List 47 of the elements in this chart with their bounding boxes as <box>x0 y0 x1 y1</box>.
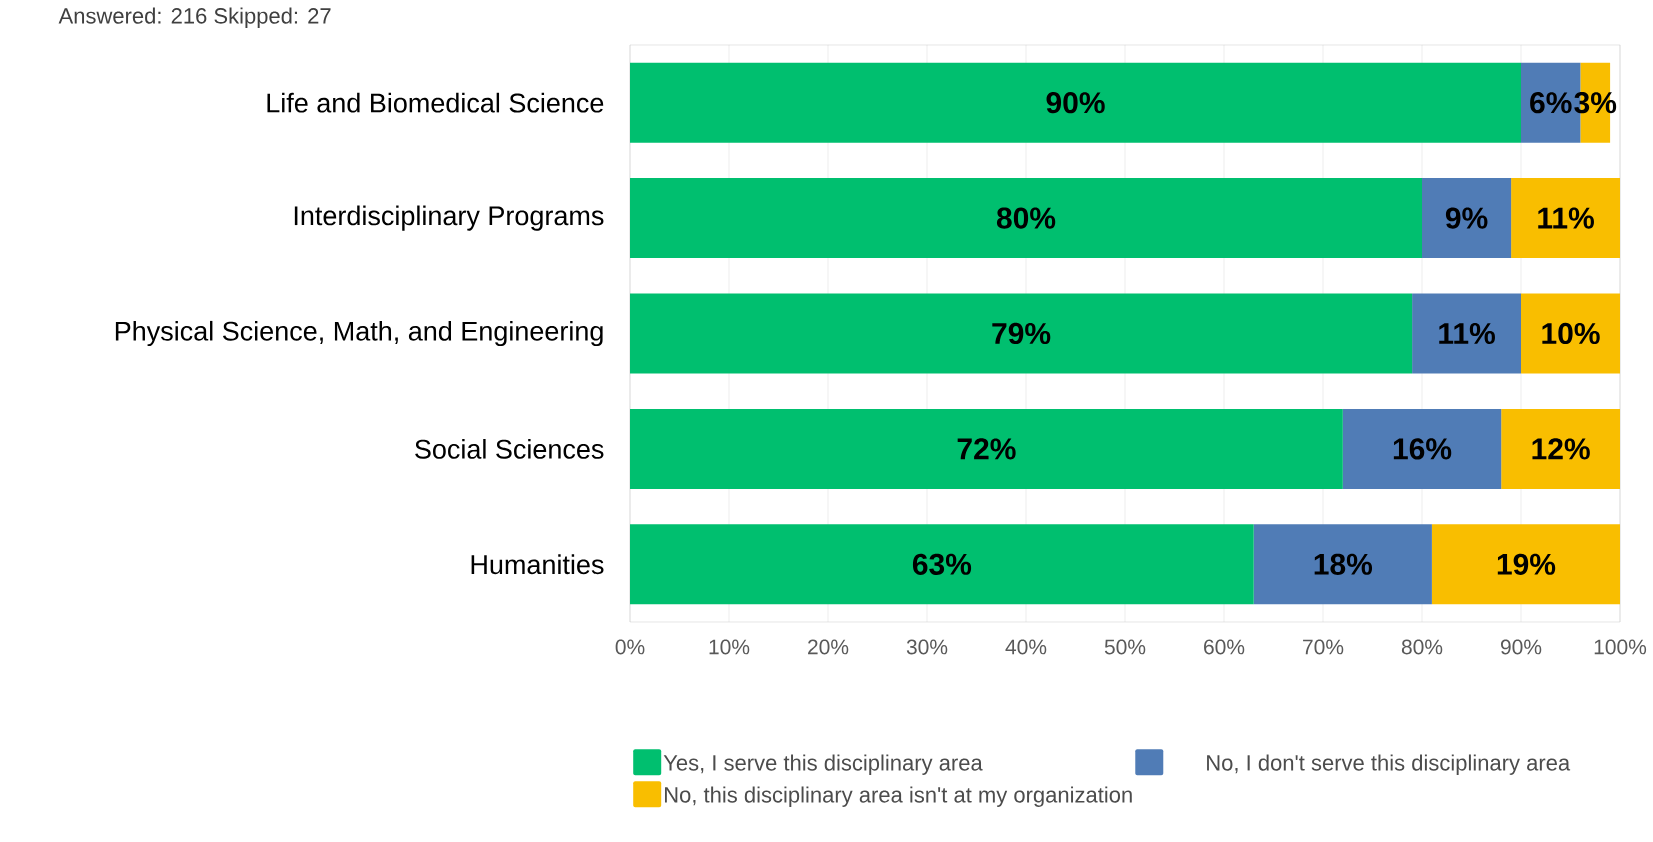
bar <box>1521 293 1620 374</box>
x-tick-label: 50% <box>1104 639 1146 655</box>
data-label: 72% <box>957 438 1016 460</box>
legend-label: No, I don't serve this disciplinary area <box>1207 754 1571 775</box>
bar <box>630 408 1343 489</box>
data-label: 6% <box>1530 92 1572 114</box>
y-tick-label: Social Sciences <box>415 438 604 459</box>
y-tick-label: Physical Science, Math, and Engineering <box>115 320 603 347</box>
data-label: 18% <box>1314 553 1373 575</box>
data-label: 80% <box>996 207 1056 229</box>
text: Answered: 216 Skipped: 27 <box>58 7 331 29</box>
y-tick-label: Life and Biomedical Science <box>267 92 604 113</box>
legend-label: No, this disciplinary area isn't at my organization <box>665 786 1132 807</box>
bar <box>1511 178 1620 259</box>
bar <box>630 178 1423 259</box>
x-tick-label: 40% <box>1005 639 1047 655</box>
data-label: 63% <box>912 553 972 575</box>
bar <box>630 62 1522 143</box>
data-label: 9% <box>1445 207 1488 229</box>
bar <box>630 293 1413 374</box>
legend-label: Yes, I serve this disciplinary area <box>663 754 983 775</box>
data-label: 11% <box>1439 322 1495 345</box>
x-tick-label: 30% <box>906 639 948 655</box>
x-tick-label: 0% <box>615 639 645 655</box>
bar <box>1412 293 1522 374</box>
data-label: 16% <box>1393 438 1452 460</box>
bar <box>630 524 1254 605</box>
x-tick-label: 60% <box>1204 639 1245 655</box>
bar <box>1342 408 1502 489</box>
data-label: 19% <box>1497 553 1556 575</box>
x-tick-label: 100% <box>1594 639 1647 655</box>
bar <box>1501 408 1620 489</box>
bar <box>1422 178 1512 259</box>
x-tick-label: 70% <box>1303 639 1344 655</box>
data-label: 79% <box>992 322 1051 345</box>
x-tick-label: 80% <box>1401 639 1443 655</box>
y-tick-label: Interdisciplinary Programs <box>294 205 604 231</box>
bar <box>1253 524 1432 605</box>
data-label: 11% <box>1538 207 1594 229</box>
data-label: 12% <box>1532 438 1590 460</box>
data-label: 90% <box>1046 92 1105 114</box>
bar <box>1431 524 1620 605</box>
x-tick-label: 20% <box>808 639 849 655</box>
x-tick-label: 90% <box>1500 639 1542 655</box>
y-tick-label: Humanities <box>471 554 604 575</box>
data-label: 10% <box>1542 322 1600 345</box>
x-tick-label: 10% <box>709 639 750 655</box>
